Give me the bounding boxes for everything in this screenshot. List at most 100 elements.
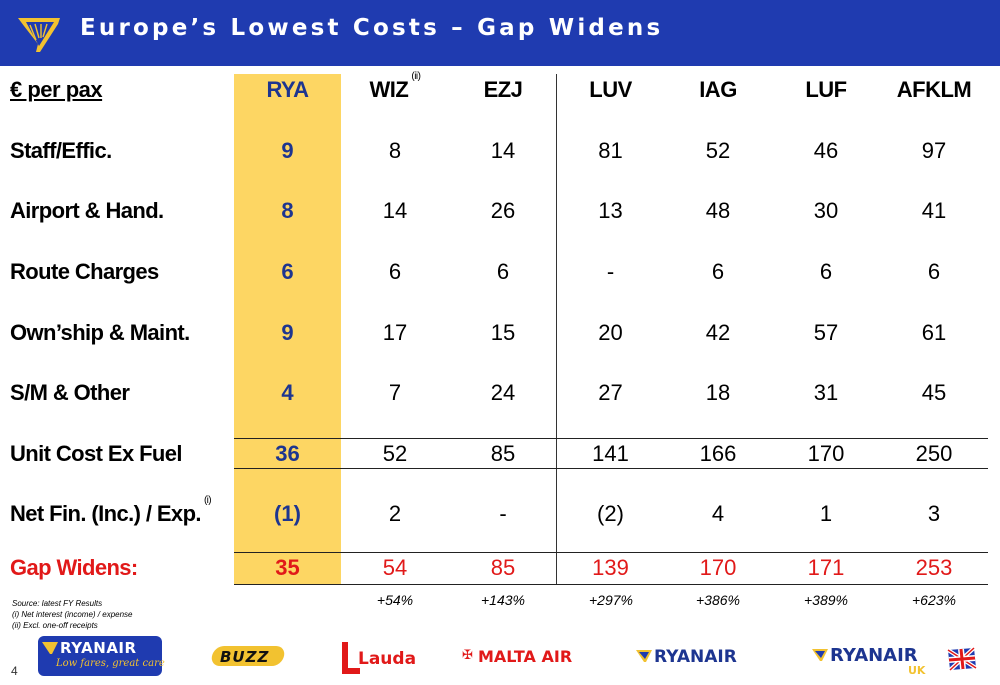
row-label: Own’ship & Maint. [10,320,190,345]
wiz-footnote-marker: (ii) [411,71,421,82]
footnote-ii: (ii) Excl. one-off receipts [12,621,98,630]
cell-iag: 166 [699,441,737,466]
pct-luv: +297% [589,592,633,608]
cell-afklm: 253 [915,555,953,580]
cell-luf: 170 [807,441,845,466]
harp-icon [42,642,58,654]
malta-air-wordmark: MALTA AIR [478,647,573,666]
unit-cost-top-rule [234,438,988,439]
title-banner: Europe’s Lowest Costs – Gap Widens [0,0,1000,66]
uk-suffix: UK [908,664,926,677]
column-header-rya: RYA [266,77,309,102]
cell-luv: 141 [592,441,629,466]
cell-wiz: 2 [388,501,402,526]
ryanair-uk-wordmark: RYANAIR [830,645,918,666]
lauda-l-icon [342,642,360,674]
cell-wiz: 52 [382,441,408,466]
cell-afklm: 61 [921,320,947,345]
ryanair-group-logo: RYANAIR Low fares, great care [38,636,165,676]
cell-rya: 35 [275,555,300,580]
buzz-logo: BUZZ [209,646,288,685]
lauda-wordmark: Lauda [358,649,417,669]
cell-afklm: 250 [915,441,953,466]
cell-iag: 52 [705,138,731,163]
column-header-afklm: AFKLM [896,77,972,102]
ryanair-group-wordmark: RYANAIR [60,639,137,657]
cell-iag: 18 [705,380,731,405]
table-row-ownership: Own’ship & Maint. 9 17 15 20 42 57 61 [0,313,1000,353]
net-fin-footnote-marker: (i) [203,495,212,506]
cell-luf: 1 [819,501,833,526]
pct-iag: +386% [696,592,740,608]
cell-ezj: 6 [496,259,510,284]
row-label: Net Fin. (Inc.) / Exp.(i) [10,495,212,526]
ryanair-uk-logo: RYANAIR UK [812,640,980,680]
cell-iag: 48 [705,198,731,223]
cell-iag: 170 [699,555,737,580]
cell-ezj: - [499,501,507,526]
row-label: Gap Widens: [10,555,138,580]
gap-top-rule [234,552,988,553]
cell-iag: 4 [711,501,725,526]
cell-wiz: 17 [382,320,408,345]
page-title: Europe’s Lowest Costs – Gap Widens [80,15,664,41]
cell-rya: 8 [281,198,294,223]
pct-afklm: +623% [912,592,956,608]
table-row-gap-widens: Gap Widens: 35 54 85 139 170 171 253 [0,548,1000,588]
cell-ezj: 85 [490,555,516,580]
column-divider [556,74,557,584]
column-header-ezj: EZJ [483,77,523,102]
lauda-logo: Lauda [338,640,418,680]
table-row-staff: Staff/Effic. 9 8 14 81 52 46 97 [0,131,1000,171]
harp-icon [812,649,828,661]
malta-air-logo: ✠ MALTA AIR [462,646,590,685]
cell-wiz: 54 [382,555,408,580]
cell-ezj: 15 [490,320,516,345]
cell-luv: - [606,259,615,284]
cell-ezj: 24 [490,380,516,405]
page-number: 4 [11,664,18,678]
cell-afklm: 3 [927,501,941,526]
cell-ezj: 85 [490,441,516,466]
gap-bottom-rule [234,584,988,585]
cell-wiz: 6 [388,259,402,284]
table-header-row: € per pax RYA WIZ(ii) EZJ LUV IAG LUF AF… [0,70,1000,110]
cell-rya: 9 [281,138,294,163]
harp-logo-icon [18,18,60,52]
maltese-cross-icon: ✠ [462,647,473,662]
union-jack-icon [946,646,978,672]
row-label: S/M & Other [10,380,130,405]
buzz-wordmark: BUZZ [220,648,270,666]
unit-cost-bottom-rule [234,468,988,469]
footnote-i: (i) Net interest (income) / expense [12,610,133,619]
cell-afklm: 97 [921,138,947,163]
cell-rya: (1) [274,501,301,526]
column-header-iag: IAG [699,77,737,102]
table-row-sm-other: S/M & Other 4 7 24 27 18 31 45 [0,373,1000,413]
pct-wiz: +54% [376,592,414,608]
cell-luf: 31 [813,380,839,405]
cell-luf: 6 [819,259,833,284]
cell-ezj: 14 [490,138,516,163]
pct-luf: +389% [804,592,848,608]
table-row-unit-cost: Unit Cost Ex Fuel 36 52 85 141 166 170 2… [0,434,1000,474]
footnotes: Source: latest FY Results (i) Net intere… [12,598,133,631]
cell-luf: 171 [807,555,845,580]
cell-ezj: 26 [490,198,516,223]
cell-iag: 6 [711,259,725,284]
cell-luv: 139 [592,555,629,580]
table-row-route-charges: Route Charges 6 6 6 - 6 6 6 [0,252,1000,292]
cell-afklm: 45 [921,380,947,405]
cell-wiz: 14 [382,198,408,223]
row-label: Route Charges [10,259,159,284]
cell-luv: (2) [597,501,624,526]
table-row-airport: Airport & Hand. 8 14 26 13 48 30 41 [0,191,1000,231]
table-row-net-fin: Net Fin. (Inc.) / Exp.(i) (1) 2 - (2) 4 … [0,494,1000,534]
source-note: Source: latest FY Results [12,599,103,608]
cell-afklm: 6 [927,259,941,284]
cell-luf: 30 [813,198,839,223]
ryanair-tagline: Low fares, great care [56,658,165,669]
cell-iag: 42 [705,320,731,345]
cell-rya: 4 [281,380,294,405]
row-label: Staff/Effic. [10,138,112,163]
